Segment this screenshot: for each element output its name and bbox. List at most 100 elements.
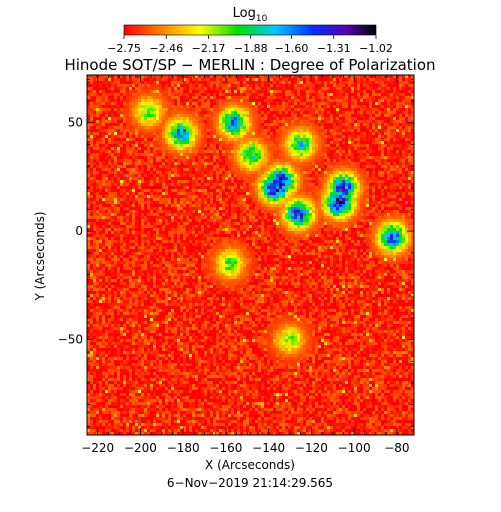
heatmap-cell bbox=[159, 189, 162, 192]
heatmap-cell bbox=[276, 123, 279, 126]
heatmap-cell bbox=[309, 111, 312, 114]
heatmap-cell bbox=[120, 183, 123, 186]
heatmap-cell bbox=[204, 177, 207, 180]
heatmap-cell bbox=[318, 180, 321, 183]
heatmap-cell bbox=[183, 195, 186, 198]
heatmap-cell bbox=[393, 138, 396, 141]
heatmap-cell bbox=[237, 162, 240, 165]
heatmap-cell bbox=[384, 144, 387, 147]
heatmap-cell bbox=[237, 78, 240, 81]
heatmap-cell bbox=[183, 150, 186, 153]
heatmap-cell bbox=[267, 177, 270, 180]
heatmap-cell bbox=[111, 174, 114, 177]
heatmap-cell bbox=[171, 81, 174, 84]
heatmap-cell bbox=[324, 189, 327, 192]
heatmap-cell bbox=[222, 129, 225, 132]
heatmap-cell bbox=[279, 183, 282, 186]
heatmap-cell bbox=[153, 192, 156, 195]
heatmap-cell bbox=[117, 87, 120, 90]
heatmap-cell bbox=[255, 111, 258, 114]
heatmap-cell bbox=[219, 132, 222, 135]
heatmap-cell bbox=[93, 123, 96, 126]
heatmap-cell bbox=[165, 210, 168, 213]
heatmap-cell bbox=[393, 123, 396, 126]
heatmap-cell bbox=[264, 132, 267, 135]
heatmap-cell bbox=[360, 147, 363, 150]
heatmap-cell bbox=[405, 156, 408, 159]
heatmap-cell bbox=[285, 129, 288, 132]
heatmap-cell bbox=[174, 150, 177, 153]
heatmap-cell bbox=[216, 132, 219, 135]
heatmap-cell bbox=[114, 120, 117, 123]
heatmap-cell bbox=[144, 78, 147, 81]
heatmap-cell bbox=[318, 117, 321, 120]
heatmap-cell bbox=[123, 183, 126, 186]
heatmap-cell bbox=[195, 198, 198, 201]
heatmap-cell bbox=[195, 78, 198, 81]
heatmap-cell bbox=[237, 153, 240, 156]
heatmap-cell bbox=[228, 189, 231, 192]
heatmap-cell bbox=[102, 141, 105, 144]
heatmap-cell bbox=[99, 114, 102, 117]
heatmap-cell bbox=[294, 96, 297, 99]
heatmap-cell bbox=[411, 174, 414, 177]
heatmap-cell bbox=[279, 210, 282, 213]
heatmap-cell bbox=[207, 138, 210, 141]
heatmap-cell bbox=[93, 111, 96, 114]
heatmap-cell bbox=[144, 141, 147, 144]
heatmap-cell bbox=[384, 174, 387, 177]
heatmap-cell bbox=[411, 204, 414, 207]
heatmap-cell bbox=[297, 141, 300, 144]
heatmap-cell bbox=[390, 105, 393, 108]
heatmap-cell bbox=[249, 168, 252, 171]
heatmap-cell bbox=[99, 195, 102, 198]
heatmap-cell bbox=[300, 120, 303, 123]
heatmap-cell bbox=[168, 123, 171, 126]
heatmap-cell bbox=[129, 204, 132, 207]
heatmap-cell bbox=[282, 195, 285, 198]
heatmap-cell bbox=[159, 195, 162, 198]
heatmap-cell bbox=[114, 78, 117, 81]
heatmap-cell bbox=[291, 138, 294, 141]
heatmap-cell bbox=[360, 162, 363, 165]
heatmap-cell bbox=[96, 126, 99, 129]
heatmap-cell bbox=[210, 144, 213, 147]
heatmap-cell bbox=[399, 207, 402, 210]
heatmap-cell bbox=[210, 210, 213, 213]
heatmap-cell bbox=[162, 129, 165, 132]
heatmap-cell bbox=[135, 78, 138, 81]
heatmap-cell bbox=[141, 126, 144, 129]
heatmap-cell bbox=[225, 147, 228, 150]
heatmap-cell bbox=[156, 204, 159, 207]
heatmap-cell bbox=[393, 153, 396, 156]
heatmap-cell bbox=[105, 84, 108, 87]
heatmap-cell bbox=[348, 135, 351, 138]
heatmap-cell bbox=[192, 141, 195, 144]
heatmap-cell bbox=[408, 204, 411, 207]
heatmap-cell bbox=[156, 129, 159, 132]
heatmap-cell bbox=[405, 78, 408, 81]
heatmap-cell bbox=[195, 102, 198, 105]
heatmap-cell bbox=[357, 96, 360, 99]
heatmap-cell bbox=[381, 147, 384, 150]
heatmap-cell bbox=[183, 174, 186, 177]
heatmap-cell bbox=[204, 135, 207, 138]
heatmap-cell bbox=[294, 177, 297, 180]
heatmap-cell bbox=[276, 198, 279, 201]
heatmap-cell bbox=[369, 90, 372, 93]
heatmap-cell bbox=[183, 168, 186, 171]
heatmap-cell bbox=[219, 102, 222, 105]
heatmap-cell bbox=[330, 78, 333, 81]
heatmap-cell bbox=[321, 81, 324, 84]
heatmap-cell bbox=[357, 174, 360, 177]
heatmap-cell bbox=[171, 168, 174, 171]
heatmap-cell bbox=[117, 201, 120, 204]
heatmap-cell bbox=[357, 75, 360, 78]
heatmap-cell bbox=[372, 201, 375, 204]
heatmap-cell bbox=[108, 84, 111, 87]
heatmap-cell bbox=[270, 135, 273, 138]
heatmap-cell bbox=[318, 93, 321, 96]
heatmap-cell bbox=[252, 129, 255, 132]
heatmap-cell bbox=[285, 183, 288, 186]
heatmap-cell bbox=[411, 177, 414, 180]
